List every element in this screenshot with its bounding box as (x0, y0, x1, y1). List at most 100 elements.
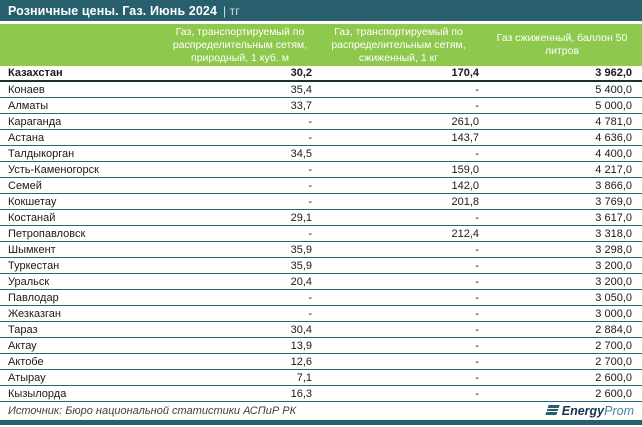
table-row: Костанай 29,1 - 3 617,0 (0, 210, 642, 226)
title-header-gap (0, 21, 642, 24)
table-row: Талдыкорган 34,5 - 4 400,0 (0, 146, 642, 162)
price-cylinder-50l: 2 700,0 (595, 355, 632, 368)
price-liquefied-network: - (475, 259, 479, 272)
table-row: Павлодар - - 3 050,0 (0, 290, 642, 306)
price-liquefied-network: 142,0 (451, 179, 479, 192)
city-name: Кокшетау (8, 195, 57, 208)
table-row: Казахстан 30,2 170,4 3 962,0 (0, 66, 642, 82)
price-natural-gas: 20,4 (290, 275, 312, 288)
price-natural-gas: 33,7 (290, 99, 312, 112)
column-header-liquefied-network: Газ, транспортируемый по распределительн… (331, 25, 466, 64)
table-row: Туркестан 35,9 - 3 200,0 (0, 258, 642, 274)
header-spacer (0, 24, 165, 66)
price-natural-gas: - (308, 131, 312, 144)
price-liquefied-network: - (475, 83, 479, 96)
title-unit: | тг (223, 3, 240, 18)
price-natural-gas: 12,6 (290, 355, 312, 368)
table-row: Уральск 20,4 - 3 200,0 (0, 274, 642, 290)
table-row: Семей - 142,0 3 866,0 (0, 178, 642, 194)
price-cylinder-50l: 2 600,0 (595, 371, 632, 384)
city-name: Шымкент (8, 243, 56, 256)
city-name: Жезказган (8, 307, 61, 320)
price-cylinder-50l: 4 400,0 (595, 147, 632, 160)
city-name: Туркестан (8, 259, 60, 272)
price-cylinder-50l: 4 636,0 (595, 131, 632, 144)
footer: Источник: Бюро национальной статистики А… (0, 402, 642, 419)
logo-energy-text: Energy (561, 403, 605, 418)
city-name: Алматы (8, 99, 49, 112)
table-row: Шымкент 35,9 - 3 298,0 (0, 242, 642, 258)
price-cylinder-50l: 2 884,0 (595, 323, 632, 336)
price-cylinder-50l: 3 318,0 (595, 227, 632, 240)
price-cylinder-50l: 3 000,0 (595, 307, 632, 320)
table-row: Алматы 33,7 - 5 000,0 (0, 98, 642, 114)
price-natural-gas: - (308, 195, 312, 208)
energyprom-logo: EnergyProm (545, 404, 634, 418)
city-name: Уральск (8, 275, 50, 288)
bottom-accent-bar (0, 420, 642, 425)
table-body: Казахстан 30,2 170,4 3 962,0 Конаев 35,4… (0, 66, 642, 402)
price-natural-gas: 35,4 (290, 83, 312, 96)
source-note: Источник: Бюро национальной статистики А… (8, 404, 297, 417)
price-natural-gas: - (308, 163, 312, 176)
price-cylinder-50l: 3 200,0 (595, 259, 632, 272)
price-natural-gas: - (308, 307, 312, 320)
city-name: Конаев (8, 83, 45, 96)
price-liquefied-network: - (475, 355, 479, 368)
table-row: Актау 13,9 - 2 700,0 (0, 338, 642, 354)
price-natural-gas: 35,9 (290, 243, 312, 256)
table-row: Конаев 35,4 - 5 400,0 (0, 82, 642, 98)
price-liquefied-network: - (475, 323, 479, 336)
price-cylinder-50l: 3 769,0 (595, 195, 632, 208)
price-cylinder-50l: 3 200,0 (595, 275, 632, 288)
table-row: Тараз 30,4 - 2 884,0 (0, 322, 642, 338)
price-natural-gas: - (308, 227, 312, 240)
city-name: Павлодар (8, 291, 59, 304)
city-name: Усть-Каменогорск (8, 163, 99, 176)
price-natural-gas: 16,3 (290, 387, 312, 400)
page-title: Розничные цены. Газ. Июнь 2024 (8, 3, 218, 18)
price-liquefied-network: - (475, 291, 479, 304)
city-name: Тараз (8, 323, 38, 336)
price-natural-gas: 30,4 (290, 323, 312, 336)
energyprom-layers-icon (545, 404, 560, 416)
price-cylinder-50l: 3 617,0 (595, 211, 632, 224)
price-liquefied-network: 201,8 (451, 195, 479, 208)
price-liquefied-network: 212,4 (451, 227, 479, 240)
price-cylinder-50l: 2 600,0 (595, 387, 632, 400)
table-row: Кызылорда 16,3 - 2 600,0 (0, 386, 642, 402)
price-natural-gas: - (308, 179, 312, 192)
table-row: Жезказган - - 3 000,0 (0, 306, 642, 322)
table-row: Атырау 7,1 - 2 600,0 (0, 370, 642, 386)
price-cylinder-50l: 4 217,0 (595, 163, 632, 176)
city-name: Костанай (8, 211, 56, 224)
price-natural-gas: 29,1 (290, 211, 312, 224)
price-liquefied-network: - (475, 243, 479, 256)
price-liquefied-network: - (475, 147, 479, 160)
table-row: Караганда - 261,0 4 781,0 (0, 114, 642, 130)
title-bar: Розничные цены. Газ. Июнь 2024 | тг (0, 0, 642, 21)
city-name: Актау (8, 339, 37, 352)
price-natural-gas: 7,1 (296, 371, 312, 384)
price-cylinder-50l: 3 866,0 (595, 179, 632, 192)
city-name: Петропавловск (8, 227, 86, 240)
price-liquefied-network: 159,0 (451, 163, 479, 176)
city-name: Казахстан (8, 67, 63, 79)
price-natural-gas: 35,9 (290, 259, 312, 272)
price-cylinder-50l: 5 000,0 (595, 99, 632, 112)
city-name: Кызылорда (8, 387, 67, 400)
table-row: Петропавловск - 212,4 3 318,0 (0, 226, 642, 242)
energyprom-wordmark: EnergyProm (562, 404, 634, 418)
table-row: Астана - 143,7 4 636,0 (0, 130, 642, 146)
city-name: Астана (8, 131, 45, 144)
price-liquefied-network: - (475, 211, 479, 224)
price-liquefied-network: - (475, 387, 479, 400)
price-cylinder-50l: 3 298,0 (595, 243, 632, 256)
price-liquefied-network: - (475, 371, 479, 384)
price-liquefied-network: 143,7 (451, 131, 479, 144)
table-row: Кокшетау - 201,8 3 769,0 (0, 194, 642, 210)
price-liquefied-network: 261,0 (451, 115, 479, 128)
table-header: Газ, транспортируемый по распределительн… (0, 24, 642, 66)
price-liquefied-network: - (475, 307, 479, 320)
